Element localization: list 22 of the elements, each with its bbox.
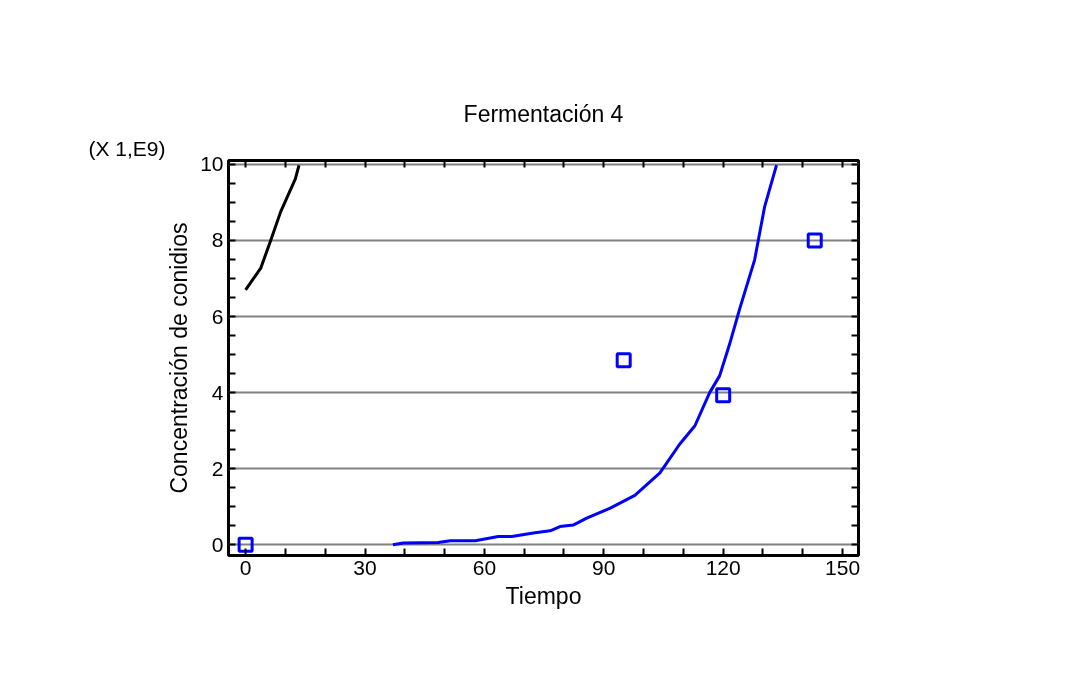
y-tick-label: 2	[211, 456, 224, 480]
y-tick-label: 8	[211, 228, 224, 252]
point	[615, 352, 632, 369]
x-axis-title: Tiempo	[505, 582, 582, 609]
x-tick-label: 120	[705, 555, 741, 579]
x-tick-label: 0	[239, 555, 252, 579]
text: (X 1,E9)	[88, 136, 166, 160]
x-tick-label: 150	[825, 555, 861, 579]
point	[237, 536, 254, 553]
point	[806, 232, 823, 249]
x-tick-label: 90	[592, 555, 616, 579]
line-series	[244, 163, 301, 292]
point	[715, 387, 732, 404]
y-tick-label: 4	[211, 380, 224, 404]
y-tick-label: 10	[200, 152, 224, 176]
chart-title: Fermentación 4	[463, 100, 624, 127]
y-axis-title: Concentración de conidios	[166, 222, 193, 494]
x-tick-label: 30	[353, 555, 377, 579]
y-tick-label: 0	[211, 532, 224, 556]
y-tick-label: 6	[211, 304, 224, 328]
line-series	[391, 163, 779, 547]
x-tick-label: 60	[472, 555, 497, 579]
